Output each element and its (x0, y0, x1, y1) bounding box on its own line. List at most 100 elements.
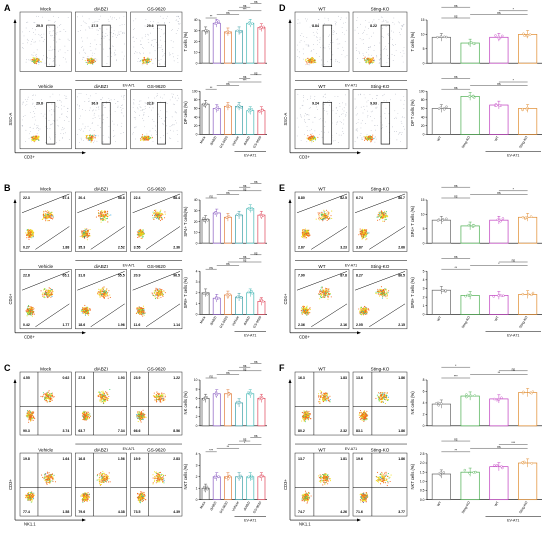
density-dot (141, 500, 143, 502)
flow-a-1-2-frame (130, 89, 183, 150)
scatter-dot (37, 127, 38, 128)
flow-b-0-1-title: diABZI (94, 187, 108, 192)
scatter-dot (77, 31, 79, 32)
density-dot (87, 413, 89, 415)
scatter-dot (102, 114, 104, 116)
density-dot (106, 218, 108, 220)
density-dot (89, 413, 91, 415)
plot-a-1-sig: ns (243, 4, 247, 8)
scatter-dot (58, 50, 59, 52)
density-dot (47, 213, 49, 215)
flow-b-1-0-q2: 0.42 (23, 323, 30, 327)
scatter-dot (179, 23, 181, 24)
plot-c-2-ticklabel: 2 (196, 475, 198, 479)
scatter-dot (57, 26, 59, 28)
density-dot (48, 216, 50, 218)
scatter-dot (36, 54, 37, 56)
density-dot (88, 60, 91, 62)
scatter-dot (156, 42, 158, 43)
scatter-dot (173, 41, 174, 43)
scatter-dot (52, 30, 54, 32)
scatter-dot (97, 21, 99, 22)
density-dot (108, 472, 110, 474)
density-dot (37, 136, 39, 138)
density-dot (154, 211, 156, 214)
plot-b-2-point (215, 297, 218, 301)
scatter-dot (37, 128, 39, 129)
scatter-dot (140, 40, 141, 42)
scatter-dot (89, 109, 91, 111)
density-dot (51, 477, 53, 479)
density-dot (81, 500, 83, 502)
scatter-dot (25, 27, 27, 29)
density-dot (47, 396, 49, 398)
scatter-dot (34, 113, 35, 115)
density-dot (51, 215, 53, 217)
density-dot (106, 288, 108, 290)
plot-c-2-ticklabel: 1 (196, 486, 198, 490)
scatter-dot (150, 104, 152, 106)
scatter-dot (68, 39, 70, 41)
density-dot (142, 59, 144, 61)
scatter-dot (25, 99, 27, 101)
scatter-dot (146, 63, 147, 64)
density-dot (92, 136, 94, 138)
density-dot (152, 211, 154, 213)
density-dot (106, 215, 108, 217)
density-dot (155, 294, 157, 296)
density-dot (33, 411, 35, 413)
density-dot (140, 139, 142, 141)
density-dot (158, 397, 160, 400)
flow-b-0-2-q1: 68.4 (173, 196, 180, 200)
density-dot (38, 60, 40, 62)
scatter-dot (78, 93, 80, 94)
density-dot (52, 218, 54, 220)
scatter-dot (64, 120, 65, 121)
scatter-dot (102, 134, 104, 136)
density-dot (28, 313, 30, 316)
density-dot (164, 399, 166, 401)
plot-c-2-point (228, 475, 231, 478)
density-dot (33, 308, 35, 310)
scatter-dot (140, 44, 142, 45)
density-dot (142, 63, 144, 65)
scatter-dot (173, 60, 175, 62)
density-dot (88, 417, 90, 420)
density-dot (88, 59, 90, 61)
density-dot (154, 212, 156, 214)
density-dot (163, 482, 165, 484)
density-dot (53, 396, 55, 398)
density-dot (34, 136, 36, 138)
density-dot (81, 495, 83, 497)
density-dot (156, 393, 159, 395)
scatter-dot (53, 109, 55, 111)
density-dot (106, 397, 108, 399)
density-dot (160, 473, 162, 475)
scatter-dot (95, 48, 97, 50)
scatter-dot (31, 38, 33, 40)
plot-b-2-group-label: EV-A71 (244, 333, 256, 337)
density-dot (100, 398, 102, 400)
scatter-dot (154, 102, 156, 104)
scatter-dot (123, 132, 124, 133)
density-dot (86, 411, 88, 413)
flow-b-1-2-q2: 11.6 (134, 323, 141, 327)
plot-b-2-xlabel: Mock (199, 315, 207, 324)
scatter-dot (169, 137, 170, 139)
density-dot (159, 219, 162, 222)
plot-c-1-sig: ns (254, 360, 258, 364)
flow-c-1-0-q2: 77.4 (23, 510, 30, 514)
density-dot (52, 396, 54, 398)
scatter-dot (114, 52, 116, 54)
scatter-dot (84, 52, 86, 53)
scatter-dot (95, 100, 97, 102)
density-dot (107, 213, 109, 215)
flow-c-0-2-q0: 23.9 (134, 376, 141, 380)
scatter-dot (143, 109, 145, 110)
flow-b-1-1-q2: 18.6 (78, 323, 85, 327)
scatter-dot (23, 35, 25, 37)
scatter-dot (133, 29, 135, 30)
density-dot (154, 479, 156, 481)
density-dot (154, 471, 156, 473)
plot-c-2-point (214, 474, 217, 478)
